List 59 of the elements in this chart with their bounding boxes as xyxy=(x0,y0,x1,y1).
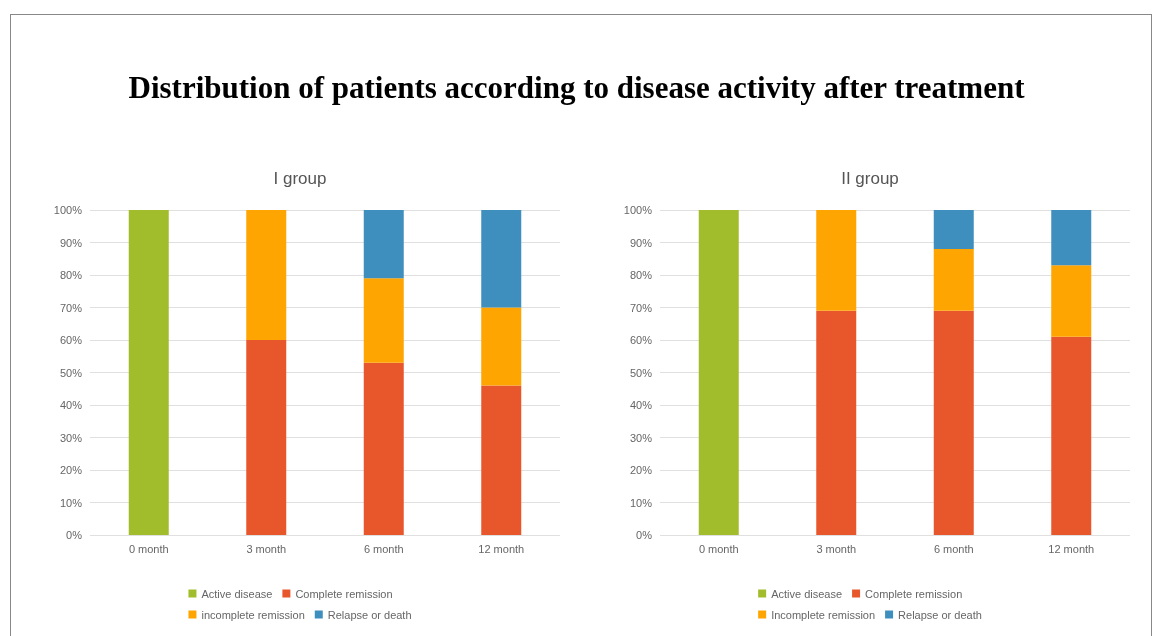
bar xyxy=(816,310,857,535)
y-tick-label: 50% xyxy=(629,366,653,379)
chart-title: Distribution of patients according to disease activity after treatment xyxy=(127,70,1026,106)
y-tick-label: 70% xyxy=(629,301,653,314)
chart-subtitle: II group xyxy=(841,169,899,188)
bar xyxy=(933,210,974,249)
bar xyxy=(1051,265,1092,337)
legend-label: Relapse or death xyxy=(327,608,412,621)
y-tick-label: 30% xyxy=(629,431,653,444)
y-tick-label: 100% xyxy=(53,204,83,216)
y-tick-label: 0% xyxy=(66,529,83,541)
bar xyxy=(363,210,404,279)
y-tick-label: 50% xyxy=(59,366,83,379)
x-tick-label: 6 month xyxy=(933,542,974,555)
x-tick-label: 3 month xyxy=(246,542,287,555)
y-tick-label: 40% xyxy=(629,399,653,411)
legend-label: incomplete remission xyxy=(201,608,305,621)
y-tick-label: 40% xyxy=(59,399,83,411)
x-tick-label: 12 month xyxy=(478,542,525,555)
bar xyxy=(933,310,974,535)
x-tick-label: 3 month xyxy=(816,542,857,555)
legend-label: Active disease xyxy=(771,587,843,600)
bar xyxy=(481,385,522,535)
y-tick-label: 60% xyxy=(59,334,83,346)
y-tick-label: 70% xyxy=(59,301,83,314)
x-tick-label: 0 month xyxy=(698,542,739,555)
bar xyxy=(246,210,287,340)
y-tick-label: 10% xyxy=(629,496,653,509)
bar xyxy=(816,210,857,311)
bar xyxy=(1051,336,1092,535)
bar xyxy=(481,307,522,386)
legend-label: Complete remission xyxy=(865,587,963,600)
legend-label: Incomplete remission xyxy=(771,608,876,621)
bar xyxy=(698,210,739,535)
y-tick-label: 80% xyxy=(629,269,653,281)
y-tick-label: 20% xyxy=(629,464,653,476)
bar xyxy=(1051,210,1092,266)
bar xyxy=(933,249,974,311)
bar xyxy=(246,340,287,535)
bar xyxy=(481,210,522,308)
y-tick-label: 10% xyxy=(59,496,83,509)
bar xyxy=(363,362,404,535)
y-tick-label: 90% xyxy=(629,236,653,249)
y-tick-label: 100% xyxy=(623,204,653,216)
y-tick-label: 60% xyxy=(629,334,653,346)
legend-label: Active disease xyxy=(201,587,273,600)
y-tick-label: 30% xyxy=(59,431,83,444)
y-tick-label: 20% xyxy=(59,464,83,476)
legend-label: Complete remission xyxy=(295,587,393,600)
x-tick-label: 6 month xyxy=(363,542,404,555)
chart-subtitle: I group xyxy=(273,169,327,188)
x-tick-label: 0 month xyxy=(128,542,169,555)
y-tick-label: 0% xyxy=(636,529,653,541)
y-tick-label: 90% xyxy=(59,236,83,249)
x-tick-label: 12 month xyxy=(1048,542,1095,555)
bar xyxy=(128,210,169,535)
y-tick-label: 80% xyxy=(59,269,83,281)
bar xyxy=(363,278,404,363)
legend-label: Relapse or death xyxy=(898,608,982,621)
